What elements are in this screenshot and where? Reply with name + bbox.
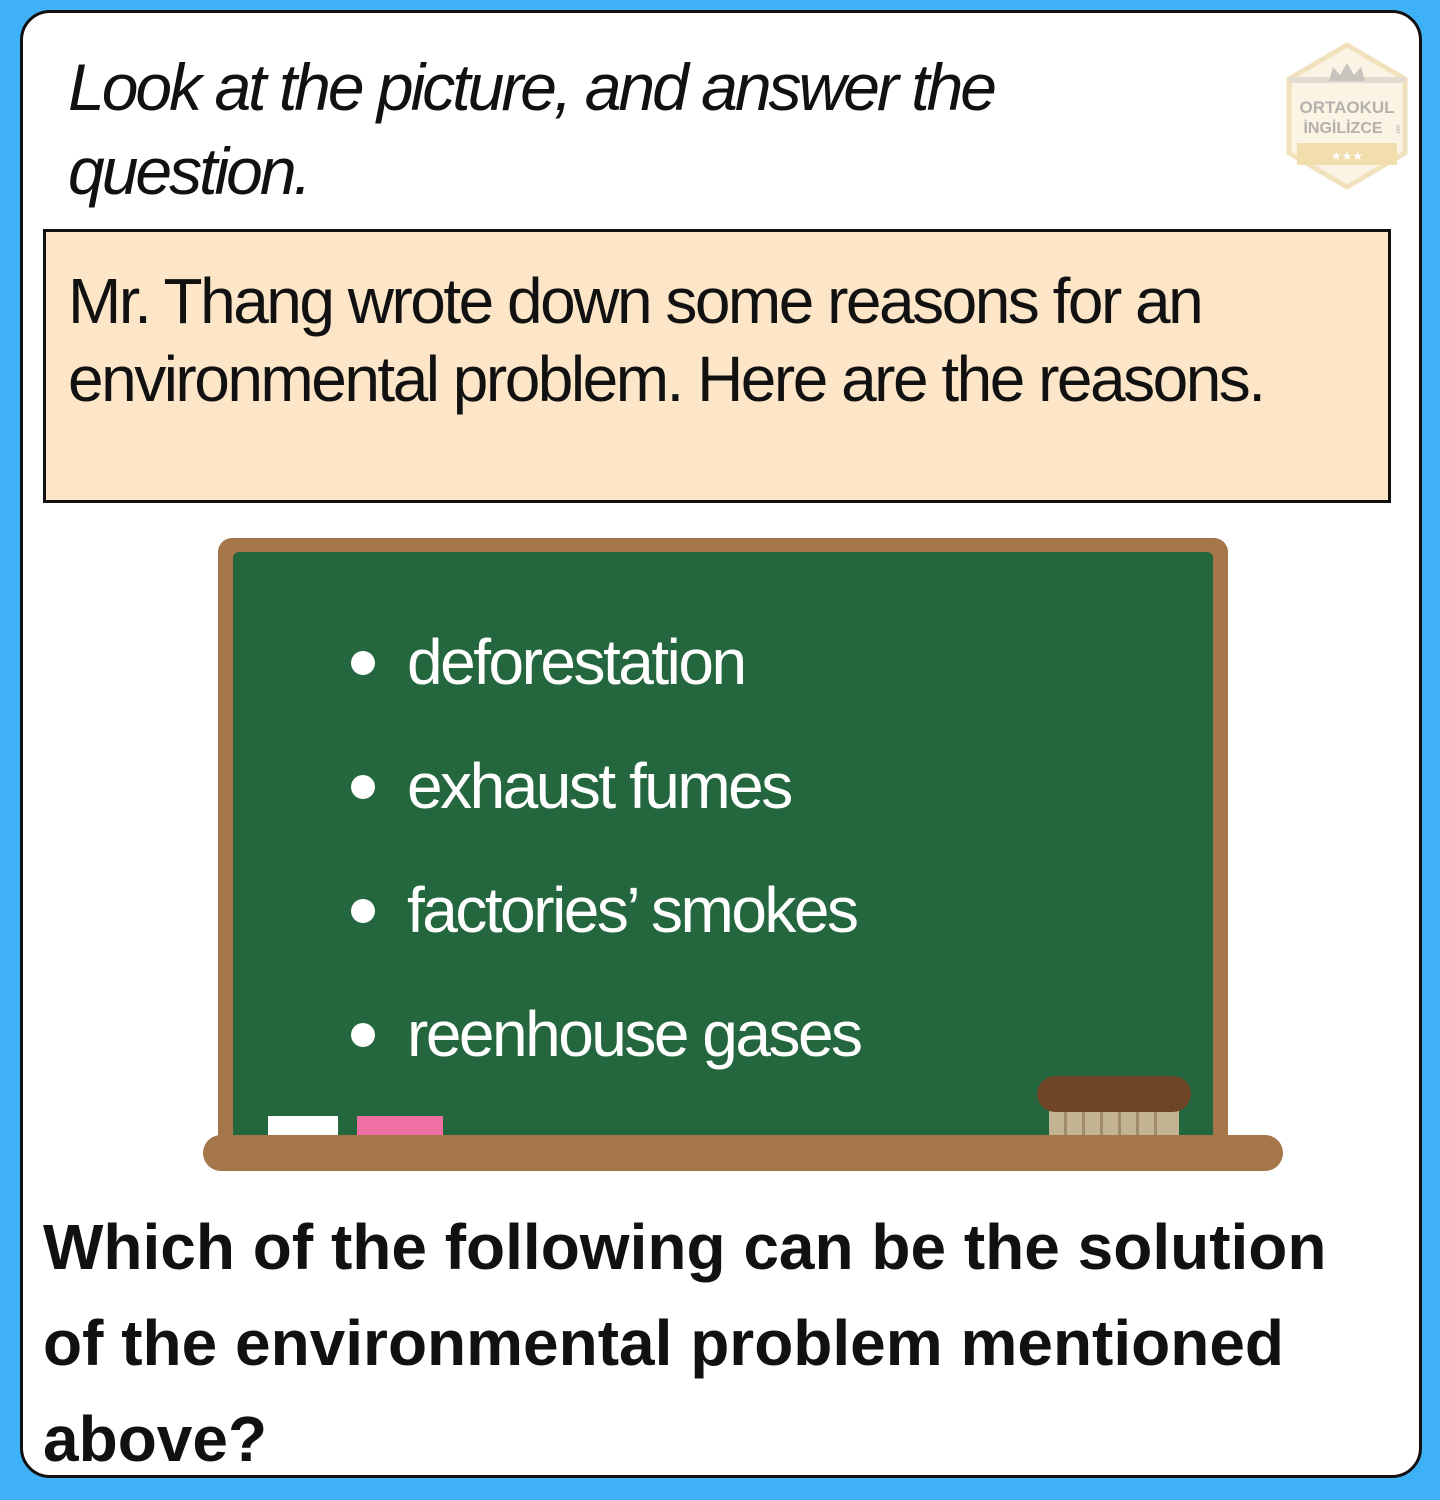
reason-item: reenhouse gases [351, 972, 863, 1096]
question-card: Look at the picture, and answer the ques… [20, 10, 1422, 1478]
reason-item: deforestation [351, 600, 861, 724]
bullet-icon [351, 1023, 375, 1048]
reason-item: factories’ smokes [351, 848, 861, 972]
chalkboard-surface: deforestation exhaust fumes factories’ s… [233, 552, 1213, 1148]
reason-text: exhaust fumes [407, 750, 793, 822]
bullet-icon [351, 775, 375, 800]
context-box: Mr. Thang wrote down some reasons for an… [43, 229, 1391, 503]
reasons-list: deforestation exhaust fumes factories’ s… [351, 600, 863, 1096]
stars-icon: ★★★ [1331, 149, 1363, 163]
question-text: Which of the following can be the soluti… [43, 1211, 1327, 1475]
bullet-icon [351, 651, 375, 676]
reason-item: exhaust fumes [351, 724, 861, 848]
logo-ribbon [1297, 143, 1397, 165]
context-text: Mr. Thang wrote down some reasons for an… [68, 265, 1266, 415]
chalkboard-frame: deforestation exhaust fumes factories’ s… [218, 538, 1228, 1148]
logo-line-2: İNGİLİZCE [1303, 119, 1382, 137]
crown-icon [1289, 63, 1405, 83]
logo-line-1: ORTAOKUL [1299, 98, 1394, 117]
logo-suffix: .net [1396, 125, 1402, 135]
reason-text: deforestation [407, 626, 747, 698]
reason-text: reenhouse gases [407, 998, 863, 1070]
reason-text: factories’ smokes [407, 874, 859, 946]
chalkboard: deforestation exhaust fumes factories’ s… [183, 538, 1283, 1173]
bullet-icon [351, 899, 375, 924]
chalkboard-ledge [203, 1135, 1283, 1171]
instruction-text: Look at the picture, and answer the ques… [68, 50, 997, 208]
ortaokul-ingilizce-logo: ORTAOKUL İNGİLİZCE .net ★★★ [1286, 42, 1408, 190]
